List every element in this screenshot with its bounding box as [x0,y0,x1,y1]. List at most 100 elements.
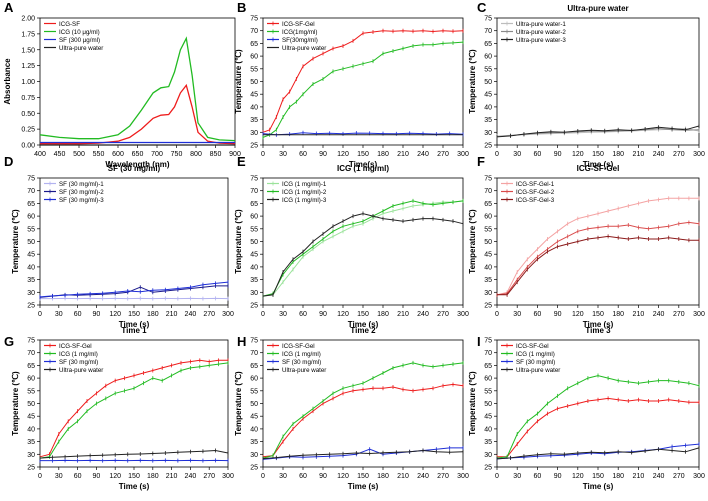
y-tick-label: 65 [27,201,35,208]
series-line-icg-1-mg-ml- [496,375,700,459]
y-tick-label: 55 [250,226,258,233]
y-tick-label: 70 [27,350,35,357]
y-tick-label: 65 [250,41,258,48]
series-line-sf-30-mg-ml-3 [39,281,229,298]
legend-entry: ICG (1 mg/ml)-3 [282,197,327,204]
y-tick-label: 75 [250,16,258,23]
legend-entry: SF (30 mg/ml)-2 [59,189,104,196]
y-tick-label: 35 [484,277,492,284]
x-tick-label: 60 [299,311,307,318]
y-tick-label: 70 [250,350,258,357]
x-tick-label: 300 [222,311,234,318]
y-tick-label: 25 [484,303,492,310]
y-tick-label: 65 [250,201,258,208]
x-tick-label: 210 [397,311,409,318]
x-tick-label: 240 [653,151,665,158]
panel-letter: H [237,334,246,349]
legend-entry: ICG (1 mg/ml)-1 [282,181,327,188]
y-tick-label: 75 [27,338,35,345]
panel-letter: A [4,0,14,15]
y-tick-label: 50 [484,79,492,86]
x-tick-label: 30 [279,151,287,158]
y-tick-label: 50 [250,401,258,408]
x-tick-label: 400 [34,151,46,158]
x-tick-label: 240 [417,311,429,318]
legend-entry: ICG-SF-Gel [282,21,315,28]
x-tick-label: 30 [513,151,521,158]
x-tick-label: 150 [592,151,604,158]
y-tick-label: 0.00 [21,143,35,150]
y-tick-label: 30 [250,290,258,297]
y-tick-label: 0.50 [21,111,35,118]
x-tick-label: 900 [229,151,241,158]
x-tick-label: 240 [653,473,665,480]
y-axis-label: Absorbance [3,58,12,105]
x-tick-label: 300 [693,151,705,158]
y-tick-label: 65 [484,363,492,370]
y-tick-label: 45 [484,92,492,99]
series-line-icg-1-mg-ml-3 [262,213,464,297]
panel-g: G Time 1 0 30 60 90 120 150 180 210 240 270 300 25 30 3… [4,326,234,491]
x-axis-label: Time (s) [119,482,150,491]
x-tick-label: 120 [109,473,121,480]
x-tick-label: 30 [55,473,63,480]
x-tick-label: 850 [210,151,222,158]
legend-entry: Ultra-pure water-3 [516,37,566,44]
panel-letter: F [477,154,485,169]
y-tick-label: 35 [484,117,492,124]
x-tick-label: 600 [112,151,124,158]
chart-title: Time 2 [350,326,376,335]
x-tick-label: 210 [166,311,178,318]
y-tick-label: 55 [484,226,492,233]
x-tick-label: 800 [190,151,202,158]
x-tick-label: 0 [495,311,499,318]
x-tick-label: 270 [437,311,449,318]
chart-title: Time 1 [121,326,147,335]
panel-d: D SF (30 mg/ml) 0 30 60 90 120 150 180 210 240 270 3… [4,154,234,329]
y-tick-label: 25 [250,465,258,472]
y-tick-label: 55 [484,388,492,395]
y-tick-label: 25 [250,143,258,150]
y-tick-label: 50 [484,239,492,246]
x-tick-label: 700 [151,151,163,158]
x-tick-label: 180 [612,151,624,158]
x-tick-label: 60 [74,311,82,318]
series-line-icg-sf-gel [497,397,699,458]
panel-letter: D [4,154,13,169]
y-tick-label: 70 [250,28,258,35]
x-tick-label: 210 [633,473,645,480]
y-tick-label: 60 [27,376,35,383]
y-tick-label: 70 [484,188,492,195]
x-tick-label: 550 [93,151,105,158]
y-tick-label: 65 [27,363,35,370]
panel-letter: G [4,334,14,349]
y-tick-label: 30 [250,130,258,137]
x-axis-label: Time (s) [348,482,379,491]
x-tick-label: 210 [397,151,409,158]
x-tick-label: 500 [73,151,85,158]
legend-entry: ICG-SF [59,21,80,28]
x-tick-label: 60 [74,473,82,480]
x-tick-label: 210 [397,473,409,480]
legend-entry: Ultra-pure water [59,367,103,374]
y-tick-label: 40 [484,264,492,271]
legend-entry: Ultra-pure water-1 [516,21,566,28]
panel-letter: E [237,154,246,169]
x-axis-label: Time (s) [119,320,150,329]
x-tick-label: 30 [513,311,521,318]
x-tick-label: 300 [457,151,469,158]
y-tick-label: 35 [484,439,492,446]
x-tick-label: 60 [534,311,542,318]
y-tick-label: 1.50 [21,47,35,54]
series-line-ultra-pure-water [496,447,700,460]
y-tick-label: 40 [27,264,35,271]
y-tick-label: 1.00 [21,79,35,86]
legend-entry: ICG-SF-Gel [516,343,549,350]
y-tick-label: 75 [27,176,35,183]
y-tick-label: 65 [484,201,492,208]
y-tick-label: 70 [484,350,492,357]
y-tick-label: 45 [27,252,35,259]
x-tick-label: 90 [319,473,327,480]
